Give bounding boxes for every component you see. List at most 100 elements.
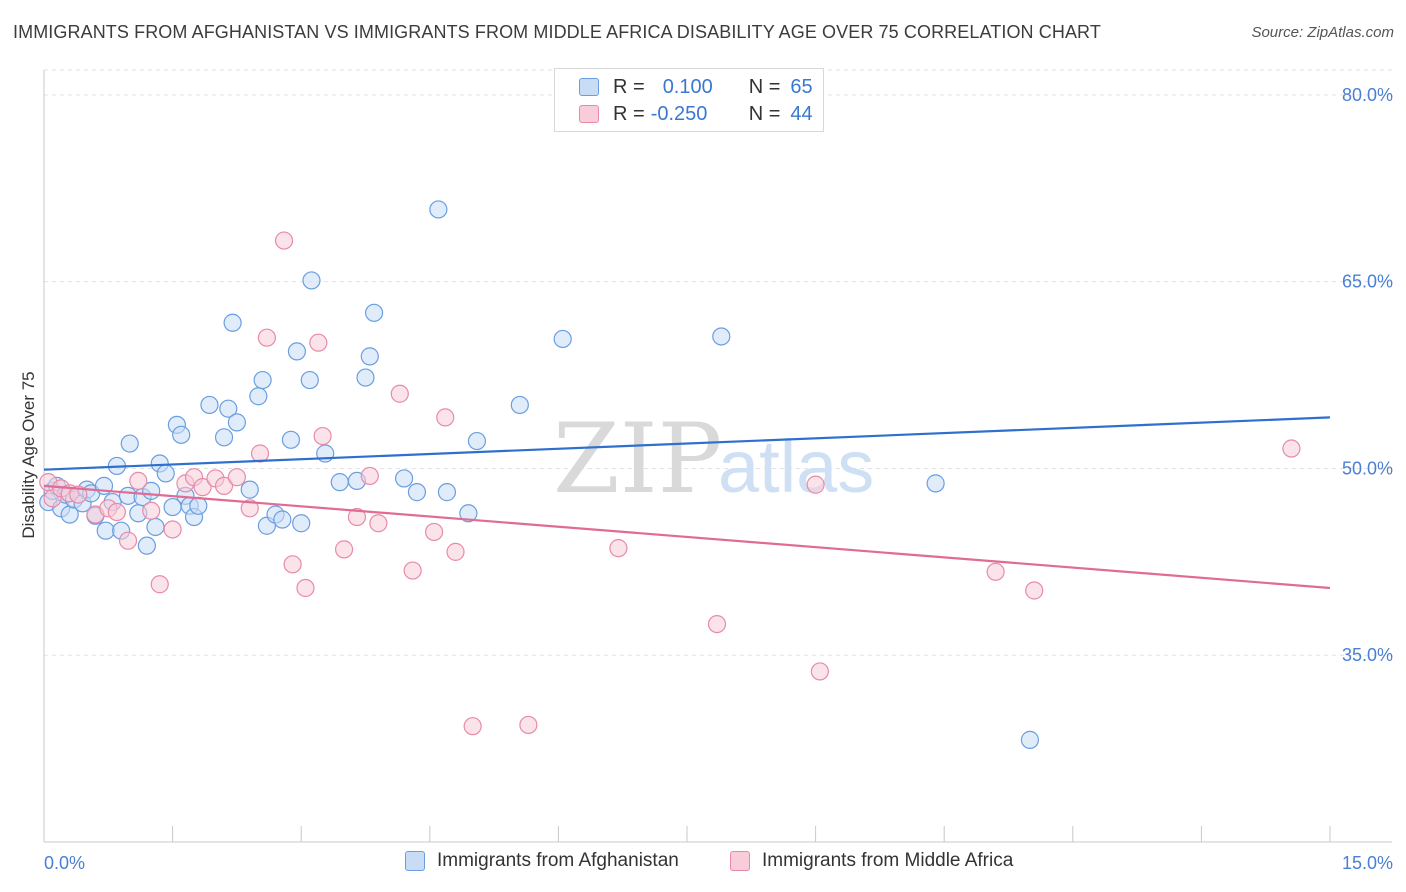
chart-source: Source: ZipAtlas.com [1251,24,1394,41]
point-middle-africa [313,426,332,446]
r-label: R = [613,75,645,98]
data-points [39,200,1301,749]
n-label: N = [748,75,781,98]
point-middle-africa [296,578,315,598]
legend-swatch-middle-africa [730,851,750,871]
watermark-zip: ZIP [553,403,722,515]
point-middle-africa [214,476,234,495]
point-middle-africa [519,715,538,735]
legend-label-afghanistan: Immigrants from Afghanistan [437,850,679,871]
point-afghanistan [292,514,311,533]
legend-swatch-afghanistan [405,851,425,871]
point-afghanistan [219,399,238,418]
point-afghanistan [227,413,246,432]
y-tick-label: 50.0% [1342,458,1393,478]
point-afghanistan [712,327,731,346]
x-tick-label: 15.0% [1342,853,1393,873]
point-afghanistan [510,395,529,415]
stats-row-afghanistan: R = 0.100 N = 65 [579,74,813,100]
point-afghanistan [249,387,268,406]
point-afghanistan [189,496,208,515]
legend-label-middle-africa: Immigrants from Middle Africa [762,850,1014,871]
point-afghanistan [407,483,427,502]
point-middle-africa [609,539,628,558]
point-middle-africa [163,520,182,539]
tick-labels: 80.0% 65.0% 50.0% 35.0% 0.0% 15.0% [44,85,1393,873]
legend-item-afghanistan[interactable]: Immigrants from Afghanistan [405,850,679,872]
point-afghanistan [200,395,219,415]
r-value: 0.100 [662,75,713,98]
point-afghanistan [429,200,448,219]
n-label: N = [748,102,781,125]
point-afghanistan [146,517,165,537]
point-middle-africa [436,408,455,427]
point-middle-africa [309,333,328,352]
point-afghanistan [1020,730,1040,749]
point-afghanistan [437,483,457,502]
point-afghanistan [281,430,301,449]
point-afghanistan [467,431,487,451]
stats-row-middle-africa: R = -0.250 N = 44 [579,101,813,127]
y-tick-label: 65.0% [1342,272,1393,292]
point-middle-africa [142,501,161,520]
point-middle-africa [1282,439,1301,458]
point-afghanistan [356,368,375,387]
point-afghanistan [137,536,156,555]
y-tick-label: 35.0% [1342,645,1393,665]
point-afghanistan [459,504,478,523]
point-afghanistan [214,428,234,447]
point-middle-africa [369,514,388,533]
point-middle-africa [707,614,727,634]
x-tick-label: 0.0% [44,853,85,873]
point-middle-africa [810,662,829,681]
point-afghanistan [364,303,384,322]
point-middle-africa [403,561,422,580]
point-afghanistan [330,473,349,492]
point-afghanistan [926,474,945,493]
point-middle-africa [334,540,354,559]
point-middle-africa [446,542,465,561]
n-value: 65 [790,75,813,98]
point-afghanistan [302,271,321,290]
point-middle-africa [240,499,259,518]
swatch-afghanistan [579,78,599,96]
trend-line-afghanistan [43,416,1331,471]
point-afghanistan [240,480,259,499]
trend-lines [43,416,1331,590]
point-afghanistan [96,521,115,540]
point-middle-africa [69,485,88,504]
trend-line-middle-africa [43,484,1331,590]
point-afghanistan [172,425,191,444]
chart-legend: Immigrants from Afghanistan Immigrants f… [0,850,1406,878]
point-afghanistan [253,370,272,390]
r-value: -0.250 [650,102,708,125]
point-middle-africa [257,328,277,347]
gridlines [44,69,1392,656]
point-middle-africa [1025,581,1044,600]
point-afghanistan [223,313,242,332]
point-afghanistan [120,434,139,453]
point-afghanistan [553,329,572,349]
point-middle-africa [118,531,138,550]
point-afghanistan [156,464,175,483]
y-axis-label: Disability Age Over 75 [19,371,38,538]
point-middle-africa [463,717,482,736]
point-middle-africa [424,522,444,542]
point-middle-africa [227,468,246,487]
swatch-middle-africa [579,105,599,123]
point-middle-africa [986,562,1005,581]
point-middle-africa [129,471,148,491]
legend-item-middle-africa[interactable]: Immigrants from Middle Africa [730,850,1013,872]
point-afghanistan [394,469,414,488]
point-middle-africa [806,475,825,494]
n-value: 44 [790,102,813,125]
stats-legend-box: R = 0.100 N = 65 R = -0.250 N = 44 [554,68,824,132]
point-afghanistan [360,347,379,366]
point-middle-africa [250,444,270,463]
y-tick-label: 80.0% [1342,85,1393,105]
point-middle-africa [150,575,169,594]
r-label: R = [613,102,645,125]
axes [43,70,1392,843]
point-middle-africa [274,231,294,250]
